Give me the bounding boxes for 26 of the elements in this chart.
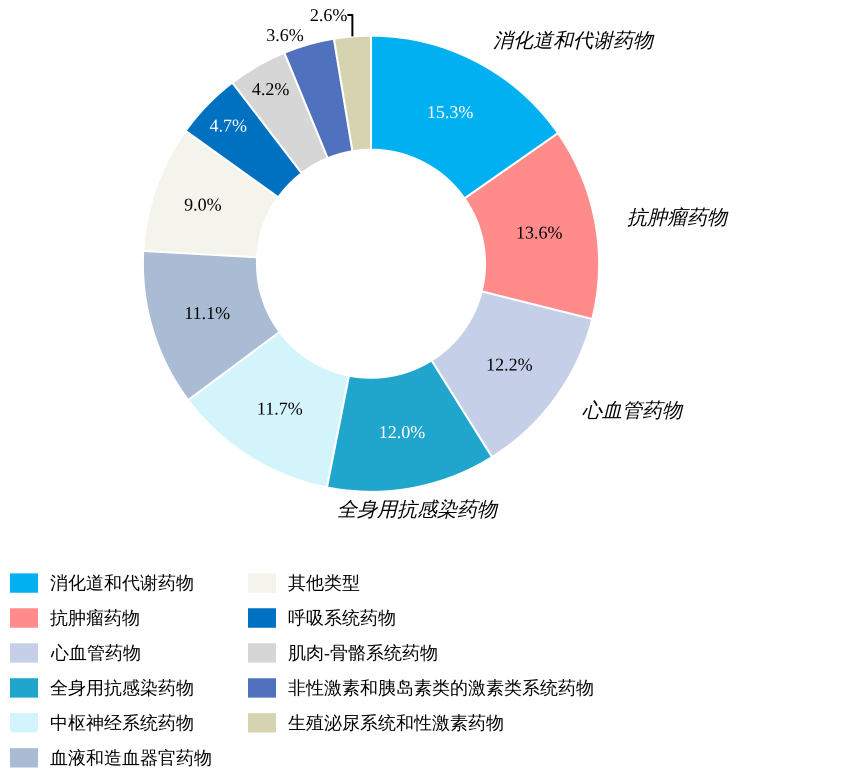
data-label: 3.6% bbox=[266, 25, 304, 46]
legend-label: 生殖泌尿系统和性激素药物 bbox=[288, 713, 504, 733]
data-label: 4.2% bbox=[252, 78, 290, 99]
data-label: 4.7% bbox=[209, 115, 247, 136]
data-label: 11.7% bbox=[256, 398, 303, 418]
text: 心血管药物 bbox=[582, 400, 684, 422]
data-label: 9.0% bbox=[184, 194, 222, 214]
legend-label: 其他类型 bbox=[288, 573, 360, 593]
legend-label: 全身用抗感染药物 bbox=[50, 678, 194, 698]
data-label: 11.1% bbox=[184, 303, 230, 323]
legend-label: 呼吸系统药物 bbox=[288, 608, 396, 628]
legend-label: 中枢神经系统药物 bbox=[50, 713, 194, 733]
legend-label: 肌肉-骨骼系统药物 bbox=[288, 643, 438, 663]
data-label: 2.6% bbox=[310, 5, 348, 26]
legend-label: 心血管药物 bbox=[50, 643, 141, 663]
legend-label: 非性激素和胰岛素类的激素类系统药物 bbox=[288, 678, 594, 698]
text: 全身用抗感染药物 bbox=[337, 499, 499, 521]
data-label: 15.3% bbox=[426, 102, 474, 122]
data-label: 13.6% bbox=[516, 222, 562, 243]
legend-label: 抗肿瘤药物 bbox=[50, 608, 140, 628]
text: 抗肿瘤药物 bbox=[627, 207, 729, 229]
data-label: 12.0% bbox=[378, 422, 426, 442]
legend-label: 血液和造血器官药物 bbox=[50, 748, 212, 768]
data-label: 12.2% bbox=[486, 354, 533, 374]
text: 消化道和代谢药物 bbox=[493, 30, 655, 52]
legend-label: 消化道和代谢药物 bbox=[50, 573, 194, 593]
